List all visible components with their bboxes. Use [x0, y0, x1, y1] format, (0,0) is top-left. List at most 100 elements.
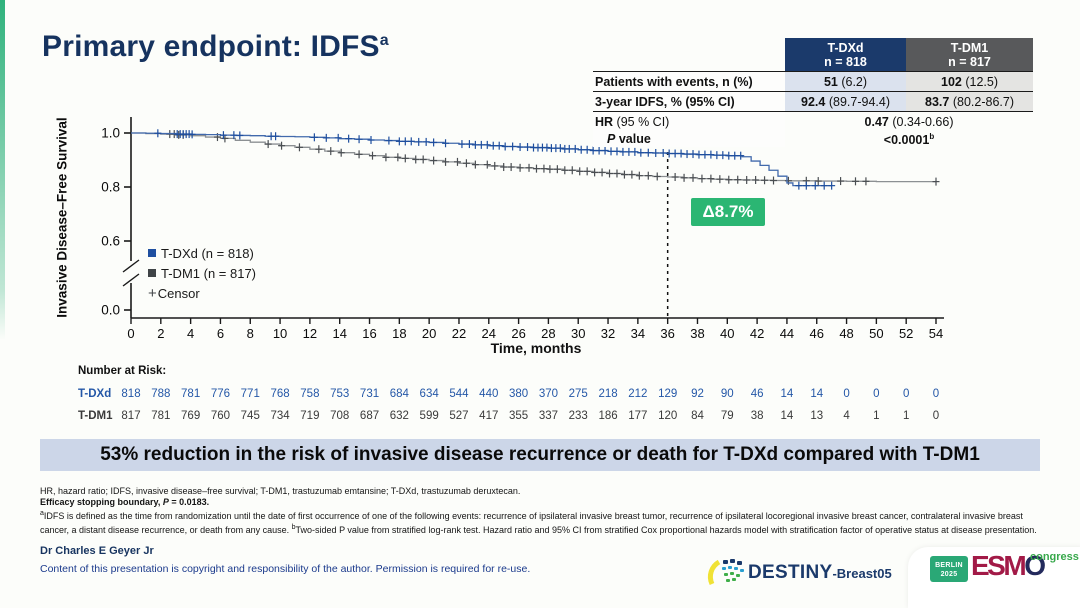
footnote-abbreviations: HR, hazard ratio; IDFS, invasive disease… — [40, 486, 521, 496]
destiny-logo-text: DESTINY — [748, 562, 833, 583]
x-tick-label: 30 — [571, 326, 585, 341]
risk-count: 771 — [240, 388, 260, 400]
x-tick-label: 24 — [482, 326, 496, 341]
delta-annotation-badge: Δ8.7% — [691, 198, 765, 226]
risk-count: 0 — [902, 388, 910, 400]
risk-count: 38 — [750, 410, 764, 422]
risk-row-label: T-DM1 — [78, 410, 113, 422]
x-tick-label: 42 — [750, 326, 764, 341]
x-tick-label: 4 — [187, 326, 194, 341]
risk-count: 776 — [210, 388, 231, 400]
risk-count: 370 — [538, 388, 558, 400]
risk-count: 380 — [508, 388, 529, 400]
esmo-berlin-badge: BERLIN 2025 — [930, 556, 968, 582]
x-tick-label: 6 — [217, 326, 224, 341]
x-tick-label: 10 — [273, 326, 287, 341]
destiny-logo-subtext: -Breast05 — [832, 566, 892, 581]
risk-row-tdxd: T-DXd 818 788 781 776 771 768 758 753 731 684 634 5… — [0, 388, 1080, 404]
legend-item-tdxd: T-DXd (n = 818) — [148, 243, 256, 263]
y-axis-label: Invasive Disease–Free Survival — [54, 117, 70, 318]
idfs-tdm1: 83.7 (80.2-86.7) — [906, 91, 1033, 111]
risk-row-tdm1: T-DM1 817 781 769 760 745 734 719 708 687 632 599 5… — [0, 410, 1080, 426]
x-tick-label: 50 — [869, 326, 883, 341]
risk-count: 745 — [240, 410, 260, 422]
risk-count: 84 — [691, 410, 704, 422]
left-accent-bar — [0, 0, 5, 340]
x-tick-label: 40 — [720, 326, 734, 341]
copyright-notice: Content of this presentation is copyrigh… — [40, 563, 531, 575]
key-result-banner: 53% reduction in the risk of invasive di… — [40, 439, 1040, 471]
risk-count: 0 — [873, 388, 880, 400]
axis-break-gap — [129, 261, 133, 283]
risk-count: 440 — [479, 388, 499, 400]
risk-count: 753 — [330, 388, 350, 400]
results-table: T-DXd n = 818 T-DM1 n = 817 Patients wit… — [593, 38, 1033, 147]
risk-count: 818 — [121, 388, 141, 400]
risk-count: 527 — [449, 410, 469, 422]
risk-count: 218 — [598, 388, 618, 400]
legend-label-tdm1: T-DM1 (n = 817) — [161, 265, 257, 281]
x-tick-label: 54 — [929, 326, 943, 341]
risk-count: 1 — [873, 410, 880, 422]
risk-count: 355 — [508, 410, 529, 422]
risk-count: 760 — [210, 410, 231, 422]
risk-count: 186 — [598, 410, 618, 422]
destiny-arc-icon — [707, 559, 744, 586]
esmo-wordmark: ESMO — [971, 550, 1046, 581]
chart-legend: T-DXd (n = 818) T-DM1 (n = 817) + Censor — [148, 243, 256, 303]
footnote-definitions: aIDFS is defined as the time from random… — [40, 510, 1037, 535]
x-tick-label: 44 — [780, 326, 794, 341]
risk-count: 417 — [479, 410, 499, 422]
x-tick-label: 28 — [541, 326, 555, 341]
x-tick-label: 48 — [839, 326, 853, 341]
risk-count: 92 — [691, 388, 704, 400]
risk-count: 758 — [300, 388, 320, 400]
y-tick-label: 1.0 — [101, 126, 120, 141]
x-tick-label: 18 — [392, 326, 406, 341]
risk-count: 275 — [568, 388, 588, 400]
axis-break-slash — [122, 259, 140, 273]
x-tick-label: 38 — [690, 326, 704, 341]
risk-count: 544 — [449, 388, 469, 400]
x-tick-label: 12 — [303, 326, 317, 341]
risk-count: 14 — [780, 388, 794, 400]
km-survival-chart: 1.00.80.60.00 2 4 6 8 10 12 14 16 18 20 22 24 26 28 30 3… — [101, 117, 944, 341]
x-tick-label: 34 — [631, 326, 645, 341]
results-col-header-tdxd: T-DXd n = 818 — [785, 38, 906, 71]
risk-count: 0 — [932, 388, 940, 400]
risk-count: 768 — [270, 388, 290, 400]
risk-count: 708 — [330, 410, 350, 422]
events-tdm1: 102 (12.5) — [906, 71, 1033, 91]
page-title-superscript: a — [379, 32, 389, 49]
censor-plus-icon: + — [148, 284, 157, 302]
axis-break-slash — [122, 273, 140, 287]
risk-count: 817 — [121, 410, 141, 422]
x-tick-label: 22 — [452, 326, 466, 341]
legend-item-tdm1: T-DM1 (n = 817) — [148, 263, 256, 283]
x-tick-label: 36 — [660, 326, 674, 341]
risk-count: 0 — [932, 410, 940, 422]
risk-count: 769 — [181, 410, 201, 422]
risk-count: 212 — [628, 388, 648, 400]
risk-count: 781 — [151, 410, 171, 422]
x-tick-label: 14 — [332, 326, 346, 341]
risk-count: 13 — [810, 410, 824, 422]
page-title-text: Primary endpoint: IDFS — [42, 30, 380, 63]
page-title: Primary endpoint: IDFSa — [42, 30, 389, 64]
legend-item-censor: + Censor — [148, 283, 256, 303]
legend-label-tdxd: T-DXd (n = 818) — [161, 245, 254, 261]
row-label-hr: HR (95 % CI) — [593, 111, 785, 129]
row-label-idfs: 3-year IDFS, % (95% CI) — [593, 91, 785, 111]
censor-marks-tdxd — [154, 129, 836, 190]
risk-count: 79 — [720, 410, 734, 422]
events-tdxd: 51 (6.2) — [785, 71, 906, 91]
esmo-congress-text: congress — [1030, 551, 1079, 563]
x-tick-label: 0 — [127, 326, 134, 341]
x-tick-label: 16 — [362, 326, 376, 341]
risk-count: 734 — [270, 410, 290, 422]
censor-marks-tdm1 — [166, 130, 940, 186]
x-tick-label: 46 — [810, 326, 824, 341]
risk-count: 634 — [419, 388, 439, 400]
risk-count: 1 — [902, 410, 910, 422]
